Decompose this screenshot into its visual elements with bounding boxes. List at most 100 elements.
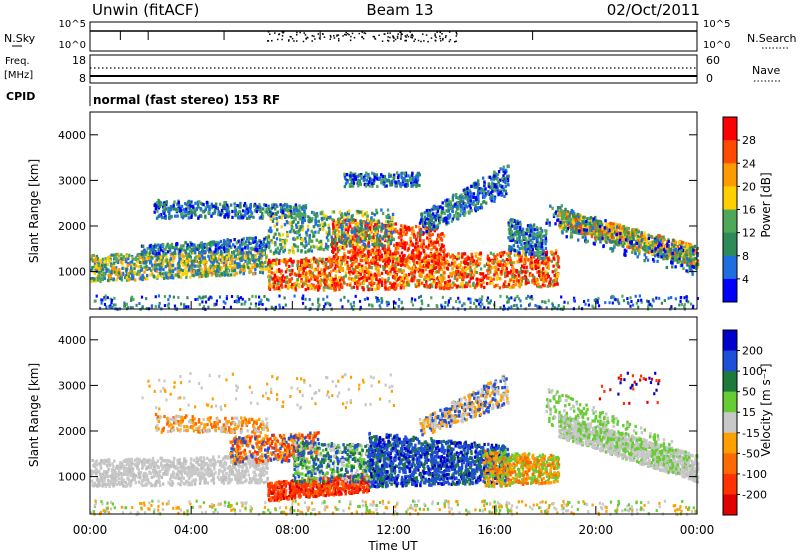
- echo-cell: [291, 283, 294, 287]
- echo-cell: [273, 258, 276, 263]
- echo-cell: [243, 256, 247, 260]
- echo-cell: [108, 259, 112, 263]
- echo-cell: [388, 250, 392, 254]
- echo-cell: [405, 262, 409, 267]
- echo-cell: [395, 229, 399, 233]
- echo-cell: [183, 214, 186, 218]
- echo-cell: [112, 277, 115, 281]
- echo-cell: [94, 257, 98, 261]
- echo-cell: [397, 260, 401, 265]
- echo-cell: [363, 253, 366, 257]
- echo-cell: [494, 283, 498, 288]
- echo-cell: [364, 226, 368, 231]
- echo-cell: [423, 256, 426, 260]
- echo-cell: [295, 208, 298, 213]
- nsearch-tick-low: 10^0: [703, 40, 730, 51]
- echo-cell: [494, 265, 497, 269]
- echo-cell: [313, 245, 316, 249]
- echo-cell: [175, 207, 178, 211]
- echo-cell: [291, 220, 294, 225]
- echo-cell: [281, 279, 284, 283]
- echo-cell: [543, 274, 547, 278]
- echo-cell: [396, 259, 399, 264]
- echo-cell: [343, 172, 346, 176]
- echo-cell: [178, 209, 182, 213]
- echo-cell: [90, 279, 94, 283]
- echo-cell: [160, 212, 163, 217]
- echo-cell: [179, 244, 183, 248]
- echo-cell: [498, 260, 501, 264]
- echo-cell: [377, 254, 381, 258]
- echo-cell: [130, 254, 134, 259]
- echo-cell: [375, 273, 379, 277]
- echo-cell: [214, 247, 218, 251]
- echo-cell: [241, 216, 245, 220]
- echo-cell: [427, 277, 430, 281]
- echo-cell: [267, 261, 270, 266]
- echo-cell: [443, 276, 446, 280]
- echo-cell: [312, 224, 316, 229]
- echo-cell: [271, 203, 274, 207]
- echo-cell: [268, 258, 271, 262]
- echo-cell: [335, 244, 338, 248]
- echo-cell: [419, 234, 422, 238]
- echo-cell: [286, 230, 289, 235]
- echo-cell: [248, 252, 252, 257]
- echo-cell: [146, 252, 150, 257]
- nsky-dot: [290, 36, 292, 38]
- echo-cell: [506, 284, 509, 289]
- echo-cell: [128, 253, 131, 257]
- nsky-dot: [396, 35, 399, 38]
- echo-cell: [316, 259, 319, 264]
- echo-cell: [230, 258, 233, 262]
- echo-cell: [470, 209, 473, 213]
- echo-cell: [163, 260, 167, 264]
- echo-cell: [150, 268, 153, 273]
- echo-cell: [324, 280, 328, 285]
- echo-cell: [130, 260, 134, 264]
- echo-cell: [435, 256, 438, 260]
- echo-cell: [353, 226, 356, 230]
- echo-cell: [278, 215, 281, 219]
- echo-cell: [147, 253, 151, 257]
- echo-cell: [297, 270, 301, 274]
- echo-cell: [530, 261, 533, 265]
- echo-cell: [403, 247, 407, 251]
- echo-cell: [219, 269, 222, 273]
- nsky-frame: [89, 21, 698, 52]
- echo-cell: [362, 286, 366, 290]
- echo-cell: [443, 248, 446, 252]
- echo-cell: [453, 276, 457, 280]
- nsky-dot: [283, 31, 285, 33]
- echo-cell: [325, 277, 328, 281]
- echo-cell: [162, 253, 166, 257]
- echo-cell: [459, 263, 462, 267]
- echo-cell: [272, 235, 276, 239]
- echo-cell: [227, 257, 230, 262]
- echo-cell: [135, 272, 139, 276]
- echo-cell: [332, 210, 336, 214]
- echo-cell: [507, 283, 511, 287]
- echo-cell: [274, 232, 277, 236]
- echo-cell: [428, 226, 432, 230]
- echo-cell: [296, 231, 299, 235]
- echo-cell: [394, 286, 398, 290]
- echo-cell: [451, 271, 455, 275]
- echo-cell: [550, 259, 554, 263]
- echo-cell: [327, 223, 330, 227]
- nsky-dot: [349, 39, 352, 42]
- echo-cell: [370, 283, 373, 287]
- echo-cell: [537, 273, 541, 277]
- echo-cell: [281, 214, 284, 218]
- echo-cell: [264, 203, 268, 207]
- nsky-dot: [322, 33, 324, 35]
- echo-cell: [243, 201, 247, 206]
- echo-cell: [515, 278, 518, 282]
- echo-cell: [373, 244, 376, 248]
- echo-cell: [384, 228, 388, 233]
- echo-cell: [237, 240, 240, 244]
- echo-cell: [359, 219, 362, 223]
- nsky-dot: [455, 40, 457, 43]
- echo-cell: [344, 227, 347, 232]
- echo-cell: [258, 205, 262, 210]
